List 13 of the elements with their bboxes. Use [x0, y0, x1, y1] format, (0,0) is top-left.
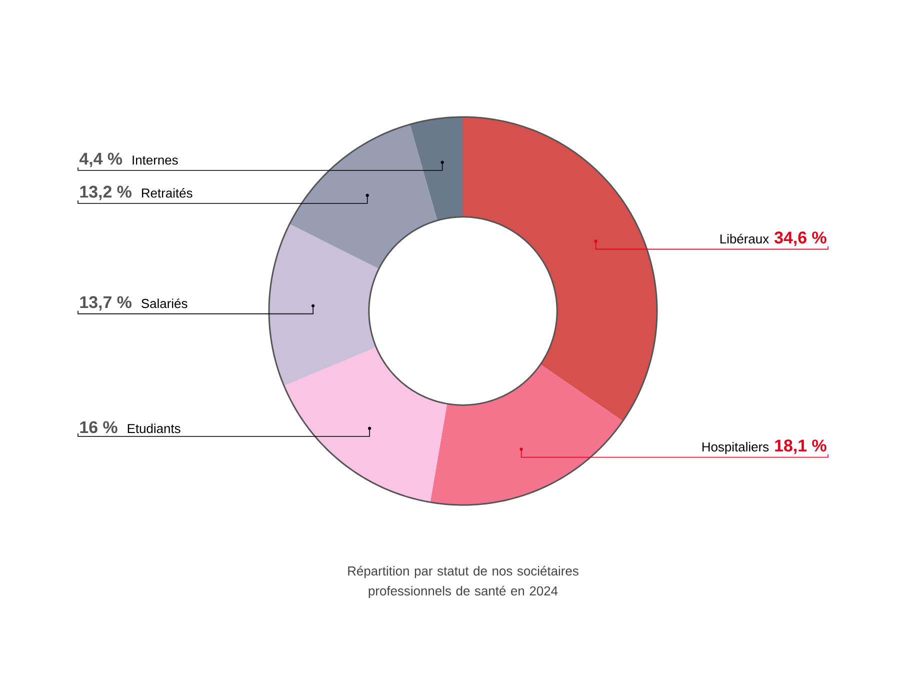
- slice-label: Retraités: [142, 188, 192, 198]
- slice-label: Libéraux: [720, 234, 769, 244]
- slice-label: Etudiants: [128, 424, 180, 434]
- slice-label: Internes: [132, 156, 178, 165]
- data-label: 13,7 %: [80, 296, 132, 311]
- slice-label: Salariés: [142, 298, 188, 308]
- data-label: 4,4 %: [79, 152, 122, 168]
- data-label: 13,2 %: [80, 186, 132, 200]
- text: Répartition par statut de nos sociétaires professionnels de santé en 2024: [348, 566, 578, 598]
- slice-label: Hospitaliers: [702, 442, 769, 454]
- data-label: 16 %: [80, 421, 118, 434]
- data-label: 18,1 %: [775, 440, 826, 454]
- data-label: 34,6 %: [774, 232, 826, 246]
